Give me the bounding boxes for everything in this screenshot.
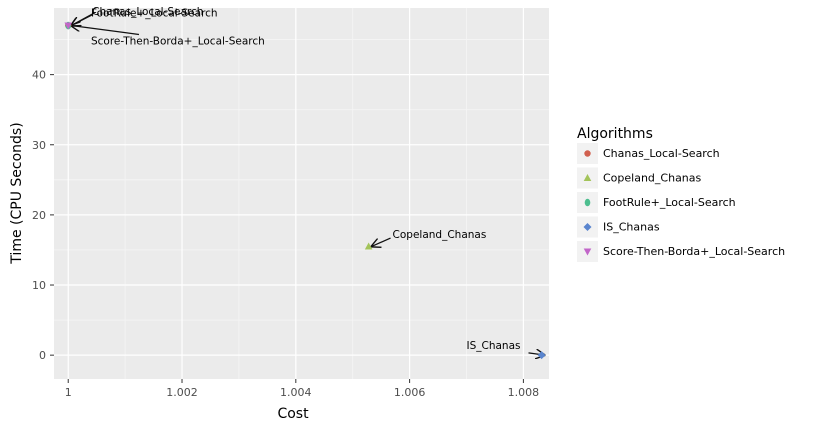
y-tick-label: 0 <box>39 349 46 362</box>
y-tick-label: 40 <box>32 69 46 82</box>
x-tick-label: 1.006 <box>394 386 426 399</box>
annotation-arrow <box>372 237 391 246</box>
legend-symbol <box>584 150 591 157</box>
point-annotation: FootRule+_Local-Search <box>91 7 218 19</box>
point-annotation: Score-Then-Borda+_Local-Search <box>91 35 265 47</box>
annotation-arrow <box>71 26 140 36</box>
plot-panel <box>54 8 549 379</box>
data-point <box>537 351 546 360</box>
y-axis-label: Time (CPU Seconds) <box>9 122 25 264</box>
point-annotation: Copeland_Chanas <box>393 229 487 241</box>
y-tick-label: 10 <box>32 279 46 292</box>
legend-symbol <box>584 198 591 207</box>
data-point <box>64 22 73 30</box>
data-point <box>364 242 373 250</box>
legend-symbol <box>583 174 592 181</box>
legend-symbol <box>583 223 592 231</box>
x-tick-label: 1.004 <box>280 386 312 399</box>
legend: Algorithms Chanas_Local-Search Copeland_C… <box>577 126 785 262</box>
point-annotation: Chanas_Local-Search <box>92 6 203 18</box>
y-tick-label: 30 <box>32 139 46 152</box>
x-tick-label: 1 <box>65 386 72 399</box>
x-axis: 1 1.002 1.004 1.006 1.008 <box>65 379 539 399</box>
x-tick-label: 1.002 <box>166 386 198 399</box>
legend-items: Chanas_Local-Search Copeland_Chanas FootRu… <box>577 143 785 262</box>
legend-label: Chanas_Local-Search <box>603 147 720 160</box>
x-axis-label: Cost <box>277 406 309 422</box>
legend-label: Copeland_Chanas <box>603 172 702 185</box>
legend-symbol <box>583 248 592 256</box>
legend-label: IS_Chanas <box>603 221 660 234</box>
data-points <box>64 21 546 360</box>
y-tick-label: 20 <box>32 209 46 222</box>
point-annotation: IS_Chanas <box>467 340 521 352</box>
x-tick-label: 1.008 <box>508 386 540 399</box>
legend-label: FootRule+_Local-Search <box>603 196 736 209</box>
legend-label: Score-Then-Borda+_Local-Search <box>603 245 785 258</box>
gridlines <box>54 8 549 379</box>
legend-title: Algorithms <box>577 126 653 142</box>
y-axis: 0 10 20 30 40 <box>32 69 54 362</box>
annotations: Chanas_Local-Search Copeland_Chanas FootRu… <box>71 6 544 355</box>
